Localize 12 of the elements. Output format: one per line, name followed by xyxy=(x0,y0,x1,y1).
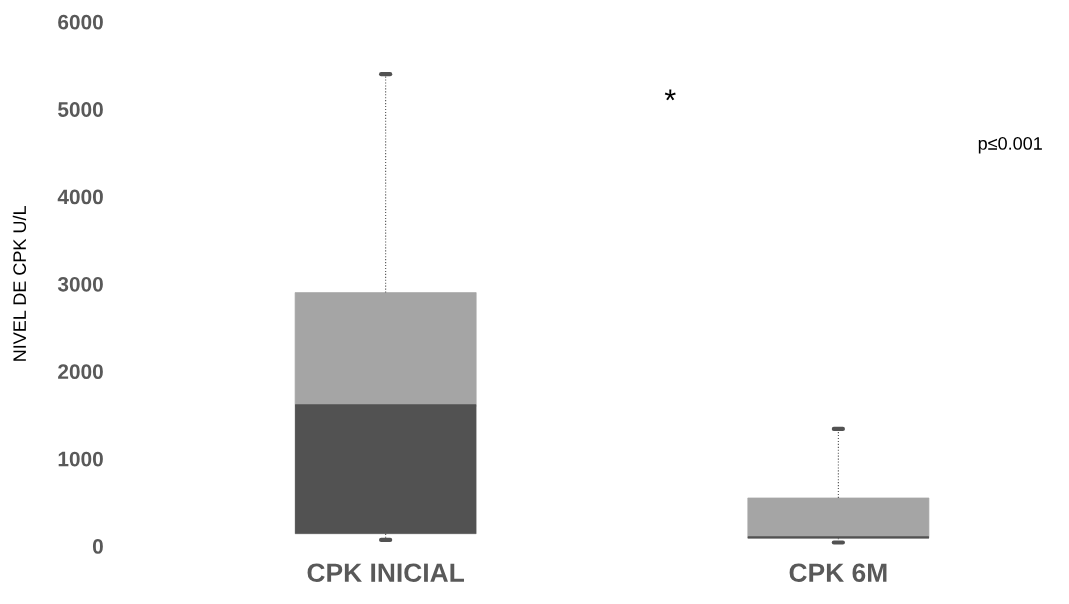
y-tick-label: 6000 xyxy=(58,14,103,30)
x-tick-label: CPK INICIAL xyxy=(307,563,464,583)
y-tick-label: 4000 xyxy=(57,189,103,205)
y-axis-title: NIVEL DE CPK U/L xyxy=(12,206,27,361)
y-tick-label: 2000 xyxy=(58,364,103,380)
y-tick-label: 5000 xyxy=(58,102,103,117)
x-tick-label: CPK 6M xyxy=(789,563,887,583)
y-tick-label: 0 xyxy=(92,539,103,554)
annotation: * xyxy=(664,89,676,101)
y-tick-label: 3000 xyxy=(57,276,103,292)
annotation: p≤0.001 xyxy=(978,137,1042,154)
y-tick-label: 1000 xyxy=(58,451,103,467)
